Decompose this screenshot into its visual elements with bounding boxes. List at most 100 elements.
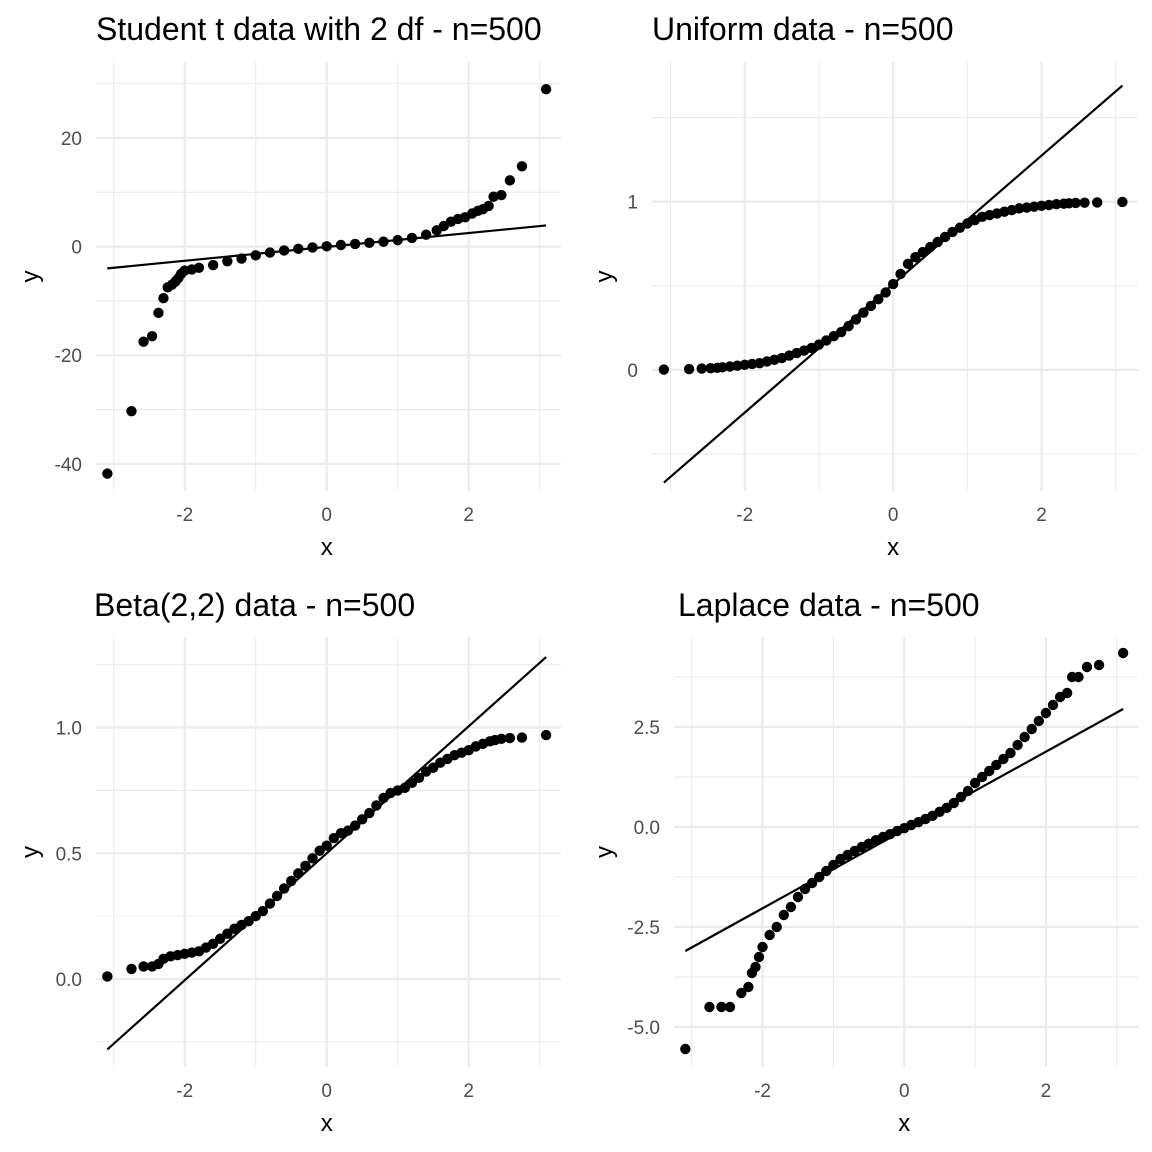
data-point bbox=[1117, 647, 1129, 659]
data-point bbox=[962, 785, 974, 797]
data-point bbox=[821, 865, 832, 877]
data-point bbox=[771, 921, 782, 933]
data-point bbox=[102, 971, 113, 982]
data-point bbox=[1051, 198, 1062, 210]
data-point bbox=[483, 200, 494, 212]
chart-title: Beta(2,2) data - n=500 bbox=[94, 587, 415, 623]
data-point bbox=[540, 83, 552, 95]
data-point bbox=[704, 1001, 715, 1013]
data-point bbox=[696, 363, 707, 374]
x-axis-title: x bbox=[321, 534, 333, 561]
data-point bbox=[858, 307, 869, 318]
data-points bbox=[102, 83, 552, 479]
x-tick-label: 2 bbox=[1036, 505, 1047, 526]
data-point bbox=[364, 807, 375, 819]
data-point bbox=[488, 191, 499, 202]
x-tick-label: 0 bbox=[321, 1081, 332, 1102]
y-axis-title: y bbox=[17, 271, 44, 283]
chart-title: Laplace data - n=500 bbox=[678, 587, 980, 623]
data-point bbox=[902, 258, 914, 270]
y-axis-title: y bbox=[591, 846, 618, 858]
data-point bbox=[757, 941, 768, 953]
data-point bbox=[371, 800, 382, 811]
data-point bbox=[278, 883, 290, 894]
x-tick-label: 2 bbox=[1041, 1081, 1052, 1102]
data-point bbox=[750, 961, 761, 973]
data-point bbox=[736, 987, 747, 999]
data-point bbox=[193, 262, 205, 274]
data-point bbox=[293, 868, 304, 879]
data-point bbox=[932, 236, 943, 248]
data-point bbox=[264, 898, 276, 909]
data-point bbox=[1093, 659, 1105, 671]
data-point bbox=[286, 875, 297, 887]
data-point bbox=[271, 890, 283, 902]
data-point bbox=[1040, 707, 1052, 719]
chart-panel-2: -2 0 2 0 1 x y Uniform data - n=500 bbox=[591, 11, 1138, 561]
data-point bbox=[658, 364, 670, 375]
data-point bbox=[814, 871, 825, 883]
data-point bbox=[378, 236, 389, 247]
chart-title: Student t data with 2 df - n=500 bbox=[96, 11, 542, 47]
data-point bbox=[516, 732, 528, 743]
chart-panel-4: -2 0 2 -5.0 -2.5 0.0 2.5 x y Laplace data - n=500 bbox=[591, 587, 1138, 1137]
data-point bbox=[102, 468, 113, 479]
data-point bbox=[1019, 731, 1030, 743]
data-point bbox=[1026, 723, 1037, 735]
data-point bbox=[126, 963, 137, 975]
data-point bbox=[406, 232, 418, 244]
data-point bbox=[724, 1001, 736, 1013]
data-point bbox=[222, 256, 233, 267]
data-point bbox=[207, 259, 219, 271]
y-tick-label: 0 bbox=[71, 238, 82, 259]
data-point bbox=[806, 877, 818, 889]
data-point bbox=[1005, 747, 1016, 759]
data-point bbox=[969, 777, 981, 789]
y-axis-title: y bbox=[591, 271, 618, 283]
data-point bbox=[278, 245, 290, 256]
data-points bbox=[658, 196, 1128, 375]
data-point bbox=[300, 860, 311, 872]
data-point bbox=[307, 242, 318, 253]
data-point bbox=[496, 189, 507, 201]
y-tick-label: 0 bbox=[627, 361, 638, 382]
data-point bbox=[778, 909, 790, 921]
data-point bbox=[153, 307, 164, 319]
data-point bbox=[250, 250, 261, 261]
data-point bbox=[1012, 739, 1023, 751]
data-point bbox=[335, 239, 347, 251]
data-point bbox=[1079, 197, 1090, 208]
data-point bbox=[948, 797, 960, 809]
data-points bbox=[102, 729, 552, 982]
data-point bbox=[753, 951, 765, 963]
data-point bbox=[984, 765, 995, 777]
data-point bbox=[955, 791, 967, 803]
data-point bbox=[887, 278, 899, 290]
y-tick-label: -2.5 bbox=[627, 918, 660, 939]
x-tick-label: 2 bbox=[463, 505, 474, 526]
data-point bbox=[991, 759, 1002, 771]
y-tick-label: 0.0 bbox=[634, 818, 660, 839]
data-point bbox=[504, 175, 516, 186]
data-point bbox=[764, 929, 775, 941]
data-point bbox=[850, 314, 862, 325]
x-tick-label: 0 bbox=[321, 505, 332, 526]
gridlines bbox=[96, 637, 561, 1067]
data-point bbox=[307, 853, 318, 864]
data-point bbox=[785, 901, 797, 913]
data-point bbox=[264, 247, 276, 258]
y-tick-label: 0.5 bbox=[56, 844, 82, 865]
y-axis-title: y bbox=[17, 846, 44, 858]
data-point bbox=[126, 405, 137, 417]
data-point bbox=[158, 293, 169, 304]
data-point bbox=[321, 840, 332, 851]
data-point bbox=[683, 363, 695, 375]
x-tick-label: -2 bbox=[176, 505, 193, 526]
gridlines bbox=[96, 62, 561, 491]
x-axis-title: x bbox=[898, 1110, 910, 1137]
data-point bbox=[349, 238, 361, 250]
y-tick-label: -40 bbox=[55, 455, 82, 476]
data-point bbox=[865, 300, 877, 312]
data-point bbox=[1091, 197, 1103, 208]
data-point bbox=[895, 268, 906, 280]
